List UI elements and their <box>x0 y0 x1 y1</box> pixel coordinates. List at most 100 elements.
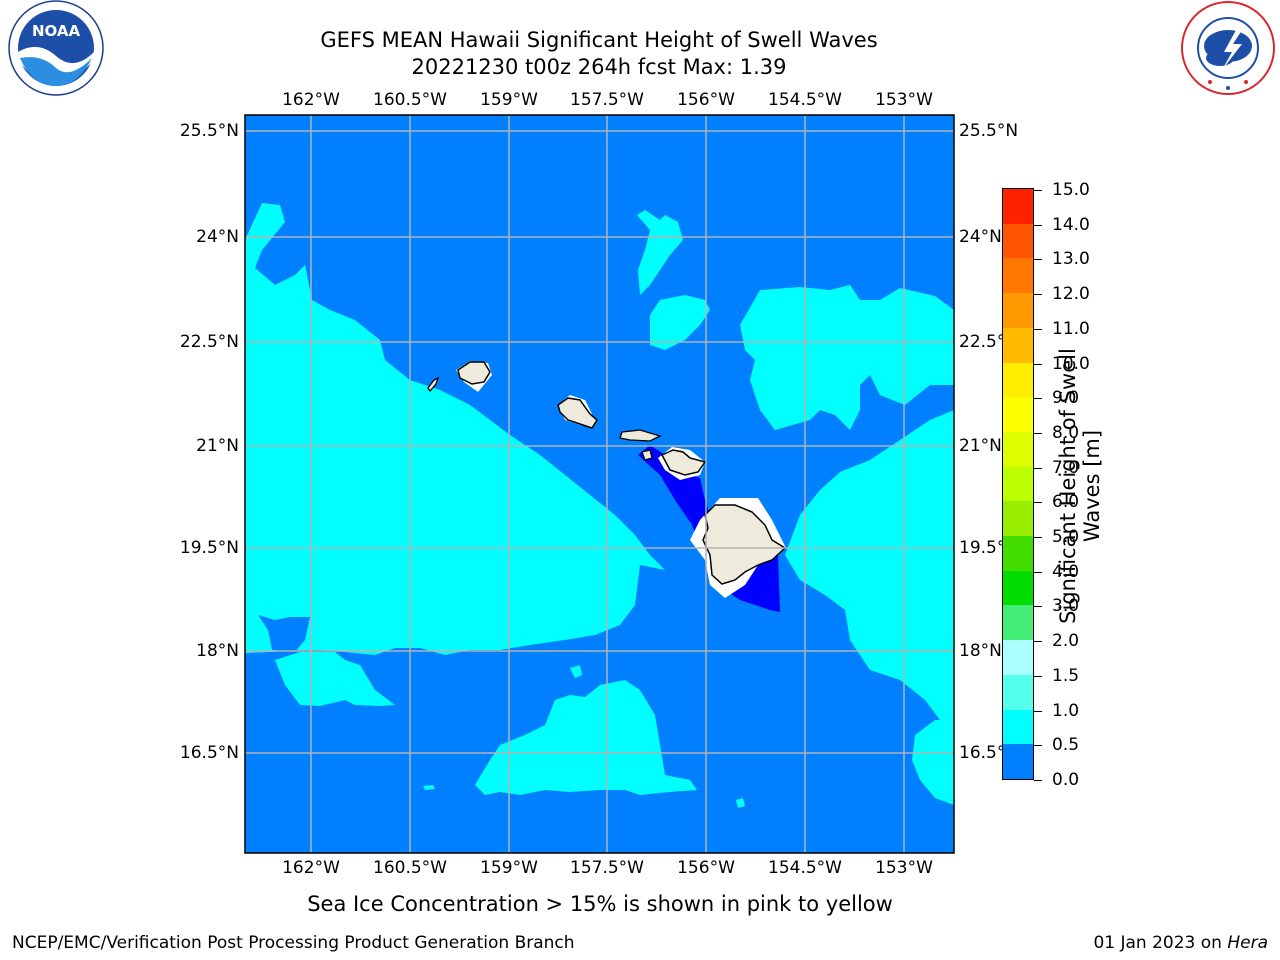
colorbar-tick-label: 3.0 <box>1052 596 1080 617</box>
island-kauai <box>457 361 491 385</box>
colorbar-scale <box>1002 188 1034 780</box>
colorbar-segment <box>1003 189 1033 225</box>
colorbar-segment <box>1003 709 1033 745</box>
colorbar-tick-mark <box>1034 398 1042 400</box>
colorbar-tick-mark <box>1034 502 1042 504</box>
nws-logo <box>1180 0 1276 96</box>
colorbar-tick-label: 11.0 <box>1052 318 1090 339</box>
footer-date-text: 01 Jan 2023 on <box>1093 933 1228 953</box>
colorbar-tick-mark <box>1034 571 1042 573</box>
colorbar-tick-mark <box>1034 710 1042 712</box>
swell-low-maui <box>638 445 710 525</box>
colorbar-tick-mark <box>1034 328 1042 330</box>
swell-region-north-small <box>650 295 710 350</box>
colorbar-title: Significant Height of Swell Waves [m] <box>1056 348 1104 624</box>
footer-branch: NCEP/EMC/Verification Post Processing Pr… <box>12 933 575 953</box>
lon-tick-bottom: 157.5°W <box>570 858 644 878</box>
noaa-logo: NOAA <box>8 0 104 96</box>
colorbar-segment <box>1003 501 1033 537</box>
colorbar-tick-mark <box>1034 606 1042 608</box>
colorbar-tick-mark <box>1034 294 1042 296</box>
colorbar-segment <box>1003 605 1033 641</box>
lon-tick-top: 159°W <box>480 90 538 110</box>
colorbar-segment <box>1003 744 1033 780</box>
colorbar-tick-label: 14.0 <box>1052 214 1090 235</box>
colorbar-tick-mark <box>1034 363 1042 365</box>
swell-region-north <box>637 210 683 295</box>
colorbar-segment <box>1003 640 1033 676</box>
colorbar-tick-label: 7.0 <box>1052 457 1080 478</box>
lat-tick-left: 21°N <box>196 436 239 456</box>
island-hawaii <box>702 504 787 585</box>
footer-host: Hera <box>1227 933 1268 953</box>
swell-region-west <box>245 203 665 655</box>
colorbar-tick-label: 1.0 <box>1052 700 1080 721</box>
lon-tick-top: 157.5°W <box>570 90 644 110</box>
footer-date: 01 Jan 2023 on Hera <box>1093 933 1268 953</box>
gridlines <box>245 115 954 853</box>
swell-speck-3 <box>736 798 745 808</box>
swell-region-southeast <box>785 410 954 730</box>
colorbar-tick-mark <box>1034 675 1042 677</box>
colorbar-tick-mark <box>1034 745 1042 747</box>
lat-tick-right: 18°N <box>959 641 1002 661</box>
lat-tick-left: 18°N <box>196 641 239 661</box>
colorbar-tick-mark <box>1034 641 1042 643</box>
island-oahu <box>557 397 598 429</box>
colorbar-tick-label: 15.0 <box>1052 180 1090 200</box>
colorbar-segment <box>1003 466 1033 502</box>
lat-tick-right: 25.5°N <box>959 121 1019 141</box>
island-niihau <box>427 376 440 393</box>
colorbar-segment <box>1003 223 1033 259</box>
swell-speck-1 <box>570 665 582 678</box>
swell-speck-2 <box>423 785 435 790</box>
lon-tick-top: 160.5°W <box>373 90 447 110</box>
colorbar-tick-label: 9.0 <box>1052 388 1080 409</box>
swell-region-southwest <box>275 652 395 706</box>
lon-tick-bottom: 153°W <box>875 858 933 878</box>
colorbar-segment <box>1003 293 1033 329</box>
lon-tick-top: 162°W <box>282 90 340 110</box>
lon-tick-bottom: 156°W <box>677 858 735 878</box>
island-lanai <box>641 449 653 461</box>
lat-tick-left: 19.5°N <box>179 538 239 558</box>
lat-tick-left: 25.5°N <box>179 121 239 141</box>
colorbar-tick-mark <box>1034 780 1042 781</box>
chart-title: GEFS MEAN Hawaii Significant Height of S… <box>320 28 878 52</box>
lon-tick-bottom: 162°W <box>282 858 340 878</box>
colorbar-tick-label: 1.5 <box>1052 665 1080 686</box>
lon-tick-bottom: 154.5°W <box>768 858 842 878</box>
colorbar-tick-mark <box>1034 537 1042 539</box>
colorbar-tick-mark <box>1034 259 1042 261</box>
colorbar-tick-label: 10.0 <box>1052 353 1090 374</box>
swell-region-west-patch <box>258 615 310 652</box>
colorbar-tick-mark <box>1034 224 1042 226</box>
swell-region-east <box>740 285 954 430</box>
lon-tick-bottom: 160.5°W <box>373 858 447 878</box>
swell-region-south <box>475 680 697 795</box>
island-maui <box>660 449 707 476</box>
colorbar-tick-label: 12.0 <box>1052 284 1090 305</box>
lon-tick-top: 156°W <box>677 90 735 110</box>
colorbar-tick-label: 5.0 <box>1052 527 1080 548</box>
colorbar-segment <box>1003 327 1033 364</box>
colorbar-tick-label: 0.5 <box>1052 735 1080 756</box>
colorbar-segment <box>1003 362 1033 398</box>
colorbar-tick-mark <box>1034 432 1042 434</box>
lon-tick-top: 154.5°W <box>768 90 842 110</box>
colorbar-tick-label: 0.0 <box>1052 770 1080 790</box>
lon-tick-top: 153°W <box>875 90 933 110</box>
swell-region-southeast-corner <box>912 720 954 805</box>
colorbar-tick-label: 2.0 <box>1052 631 1080 652</box>
lat-tick-left: 24°N <box>196 227 239 247</box>
colorbar-segment <box>1003 570 1033 606</box>
colorbar-tick-label: 8.0 <box>1052 422 1080 443</box>
colorbar-segment <box>1003 397 1033 433</box>
lat-tick-left: 22.5°N <box>179 332 239 352</box>
lon-tick-bottom: 159°W <box>480 858 538 878</box>
colorbar-segment <box>1003 674 1033 711</box>
colorbar-tick-mark <box>1034 467 1042 469</box>
colorbar-segment <box>1003 431 1033 468</box>
colorbar-segment <box>1003 536 1033 572</box>
